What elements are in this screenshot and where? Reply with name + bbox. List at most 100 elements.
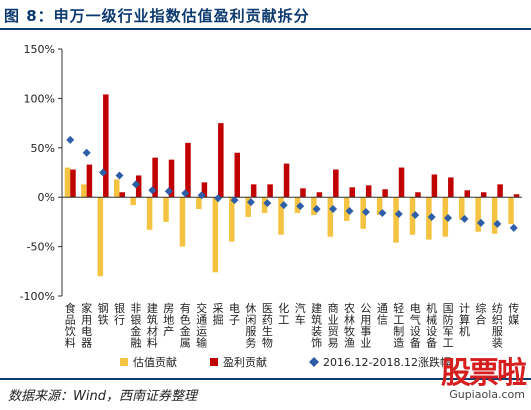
bar-earnings: [234, 152, 240, 198]
bar-earnings: [382, 189, 388, 198]
x-tick-label: 计算机: [459, 302, 470, 338]
legend-label: 盈利贡献: [223, 355, 267, 369]
bar-earnings: [185, 142, 191, 198]
bar-valuation: [245, 197, 251, 217]
bar-valuation: [376, 197, 383, 215]
bar-earnings: [103, 94, 109, 198]
x-tick-label: 家用电器: [81, 301, 92, 350]
marker-price-change: [509, 223, 518, 232]
legend-swatch: [120, 358, 128, 366]
bar-valuation: [81, 184, 87, 198]
x-tick-label: 电气设备: [410, 302, 421, 350]
bar-earnings: [86, 164, 93, 198]
marker-price-change: [181, 189, 190, 198]
y-tick-label: 100%: [24, 92, 55, 105]
title-rule: [0, 28, 531, 30]
bar-earnings: [135, 175, 142, 198]
bar-valuation: [163, 197, 169, 222]
x-tick-label: 轻工制造: [393, 301, 404, 350]
x-tick-label: 传媒: [508, 302, 519, 327]
bar-earnings: [250, 184, 257, 198]
bar-earnings: [218, 123, 224, 198]
bar-valuation: [327, 197, 334, 237]
x-tick-label: 采掘: [213, 302, 224, 327]
marker-price-change: [378, 209, 387, 218]
bar-earnings: [70, 169, 76, 198]
marker-price-change: [164, 187, 173, 196]
marker-price-change: [493, 219, 502, 228]
bar-valuation: [508, 197, 514, 224]
x-tick-label: 机械设备: [426, 301, 437, 350]
watermark-url: Gupiaola.com: [449, 388, 525, 401]
bar-valuation: [146, 197, 153, 230]
x-tick-label: 农林牧渔: [344, 301, 355, 350]
bar-valuation: [261, 197, 268, 214]
x-tick-label: 钢铁: [98, 302, 109, 327]
marker-price-change: [476, 218, 485, 227]
bar-earnings: [300, 188, 306, 198]
marker-price-change: [427, 212, 436, 221]
bar-valuation: [229, 197, 235, 242]
bar-valuation: [97, 197, 104, 277]
marker-price-change: [214, 194, 223, 203]
x-tick-label: 化工: [278, 301, 289, 327]
x-tick-label: 汽车: [295, 301, 306, 327]
bar-valuation: [130, 197, 136, 206]
x-tick-label: 非银金融: [130, 302, 141, 350]
x-tick-label: 建筑材料: [147, 301, 158, 350]
bar-valuation: [475, 197, 481, 232]
marker-price-change: [230, 196, 239, 205]
bar-earnings: [448, 177, 454, 198]
marker-price-change: [99, 168, 108, 177]
x-tick-label: 建筑装饰: [311, 301, 322, 350]
x-tick-label: 医药生物: [262, 302, 273, 350]
x-tick-label: 休闲服务: [245, 302, 256, 350]
x-tick-label: 通信: [377, 302, 388, 327]
legend-swatch: [309, 357, 319, 367]
bar-valuation: [64, 167, 71, 198]
marker-price-change: [444, 213, 453, 222]
bar-valuation: [459, 197, 465, 220]
legend-label: 2016.12-2018.12涨跌幅: [323, 355, 451, 369]
bar-valuation: [196, 197, 202, 210]
marker-price-change: [345, 207, 354, 216]
watermark-logo: 股票啦 Gupiaola.com: [435, 348, 527, 408]
legend-swatch: [210, 358, 218, 366]
bar-earnings: [333, 169, 339, 198]
bar-valuation: [179, 197, 186, 247]
bar-valuation: [311, 197, 317, 215]
bar-earnings: [415, 192, 421, 198]
x-tick-label: 国防军工: [443, 302, 454, 350]
x-tick-label: 有色金属: [180, 301, 191, 350]
y-tick-label: -100%: [20, 290, 55, 303]
bar-earnings: [349, 187, 355, 198]
x-tick-label: 综合: [475, 301, 486, 327]
x-tick-label: 房地产: [163, 302, 174, 338]
x-tick-label: 电子: [229, 302, 240, 327]
marker-price-change: [411, 210, 420, 219]
x-tick-label: 纺织服装: [492, 301, 503, 350]
bar-earnings: [398, 167, 405, 198]
bar-earnings: [267, 184, 273, 198]
marker-price-change: [246, 198, 255, 207]
marker-price-change: [131, 180, 140, 189]
bar-valuation: [344, 197, 350, 221]
marker-price-change: [329, 205, 338, 214]
watermark-text: 股票啦: [441, 356, 527, 391]
bar-earnings: [513, 194, 520, 198]
x-tick-label: 交通运输: [196, 301, 207, 350]
figure-title: 图 8：申万一级行业指数估值盈利贡献拆分: [4, 7, 310, 25]
marker-price-change: [82, 148, 91, 157]
marker-price-change: [66, 135, 75, 144]
bar-earnings: [283, 163, 290, 198]
bar-earnings: [480, 192, 487, 198]
x-tick-label: 公用事业: [360, 302, 371, 350]
source-note: 数据来源：Wind，西南证券整理: [8, 389, 197, 404]
bar-earnings: [316, 192, 323, 198]
y-tick-label: -50%: [27, 241, 55, 254]
legend-label: 估值贡献: [133, 355, 177, 369]
y-tick-label: 0%: [38, 191, 55, 204]
x-tick-label: 商业贸易: [328, 301, 339, 350]
bar-earnings: [152, 157, 158, 198]
marker-price-change: [296, 202, 305, 211]
